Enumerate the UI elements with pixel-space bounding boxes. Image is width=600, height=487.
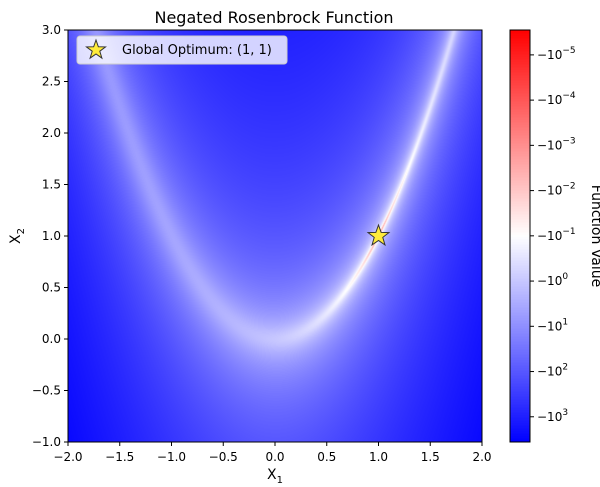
colorbar-ticks: −10−5 −10−4 −10−3 −10−2 −10−1 −100 −101 −102 −10… [530, 46, 576, 424]
marker-layer [366, 223, 391, 247]
legend-box [76, 35, 288, 65]
colorbar-tick-label: −100 [537, 272, 568, 288]
x-tick-label: −0.5 [209, 450, 238, 464]
heatmap [68, 30, 482, 442]
y-tick-label: 0.5 [42, 281, 61, 295]
global-optimum-star-marker [366, 223, 391, 247]
x-axis-title-main: X [267, 467, 277, 483]
y-axis-title: X2 [8, 228, 27, 244]
plot-area [67, 29, 483, 443]
x-axis-ticks: −2.0 −1.5 −1.0 −0.5 0.0 0.5 1.0 1.5 2.0 [53, 442, 492, 464]
y-tick-label: −1.0 [32, 435, 61, 449]
x-axis-title: X1 [267, 467, 283, 486]
colorbar-tick-label: −10−2 [537, 182, 576, 198]
colorbar-tick-label: −10−4 [537, 91, 576, 107]
colorbar-gradient [510, 30, 530, 442]
x-tick-label: 0.0 [265, 450, 284, 464]
y-tick-label: −0.5 [32, 384, 61, 398]
y-tick-label: 2.5 [42, 75, 61, 89]
colorbar-tick-label: −10−1 [537, 227, 576, 243]
y-tick-label: 3.0 [42, 23, 61, 37]
x-tick-label: 2.0 [472, 450, 491, 464]
x-tick-label: −2.0 [53, 450, 82, 464]
legend-star-icon [85, 38, 107, 60]
x-tick-label: −1.5 [105, 450, 134, 464]
x-tick-label: 0.5 [317, 450, 336, 464]
x-axis-title-subscript: 1 [277, 475, 283, 486]
chart-title: Negated Rosenbrock Function [154, 8, 393, 27]
legend: Global Optimum: (1, 1) [76, 35, 288, 65]
x-tick-label: −1.0 [157, 450, 186, 464]
colorbar-tick-label: −103 [537, 408, 568, 424]
y-tick-label: 0.0 [42, 332, 61, 346]
colorbar-tick-label: −10−5 [537, 46, 576, 62]
y-axis-title-subscript: 2 [16, 228, 27, 234]
legend-star-icon-shape [85, 38, 107, 60]
y-tick-label: 2.0 [42, 126, 61, 140]
colorbar-tick-label: −101 [537, 317, 568, 333]
colorbar: −10−5 −10−4 −10−3 −10−2 −10−1 −100 −101 −102 −10… [509, 29, 600, 443]
y-tick-label: 1.0 [42, 229, 61, 243]
y-axis-ticks: −1.0 −0.5 0.0 0.5 1.0 1.5 2.0 2.5 3.0 [32, 23, 68, 449]
colorbar-label: Function Value [588, 185, 600, 287]
x-tick-label: 1.0 [369, 450, 388, 464]
x-tick-label: 1.5 [421, 450, 440, 464]
colorbar-tick-label: −102 [537, 363, 568, 379]
legend-entry-label: Global Optimum: (1, 1) [122, 43, 272, 58]
y-axis-title-main: X [8, 234, 24, 244]
y-tick-label: 1.5 [42, 178, 61, 192]
colorbar-tick-label: −10−3 [537, 136, 576, 152]
